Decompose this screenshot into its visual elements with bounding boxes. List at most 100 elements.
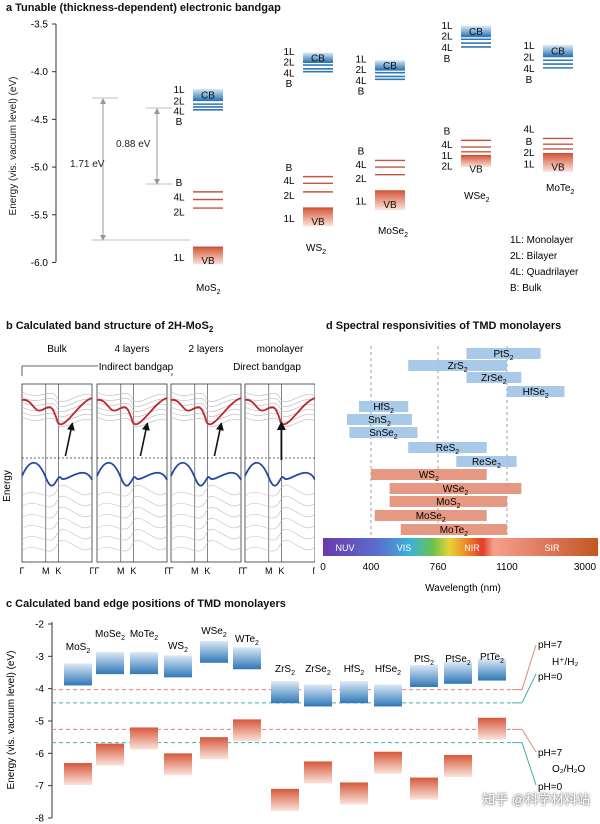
ph0-bot-label: pH=0 [538, 782, 563, 793]
vb-level-label: 4L [355, 160, 367, 171]
panel-c-chart: -2 -3 -4 -5 -6 -7 -8 Energy (vis. vacuum level… [6, 620, 586, 824]
watermark: 知乎 @科学材料站 [482, 792, 590, 807]
vb-level-label: B [526, 137, 533, 148]
vb-label: VB [383, 200, 397, 211]
bandgap-0-88-annotation: 0.88 eV [116, 107, 172, 185]
spectrum-region-label: SIR [544, 543, 560, 553]
responsivity-bar-label: ZrS2 [448, 361, 468, 374]
c-material-mote2: MoTe2 [130, 629, 158, 750]
responsivity-range [400, 524, 507, 535]
responsivity-bar-rese2: ReSe2 [456, 456, 517, 470]
vb-level-label: 1L [283, 214, 295, 225]
responsivity-bar-label: WS2 [419, 470, 439, 483]
cbm-box [304, 684, 332, 707]
c-ytick-label: -4 [35, 684, 44, 695]
c-material-hfse2: HfSe2 [374, 664, 402, 774]
responsivity-bar-label: HfS2 [373, 402, 394, 415]
responsivity-bar-pts2: PtS2 [466, 348, 541, 362]
c-material-name: WS2 [168, 641, 188, 654]
panel-c-title: c Calculated band edge positions of TMD m… [6, 598, 286, 610]
responsivity-range [389, 496, 507, 507]
vb-label: VB [551, 163, 565, 174]
material-name: MoS2 [196, 283, 221, 296]
cbm-box [233, 647, 261, 670]
redox-reference-connector [512, 644, 537, 691]
d-xtick-label: 400 [363, 562, 380, 573]
c-material-wse2: WSe2 [200, 626, 228, 760]
a-ytick-label: -5.5 [31, 210, 49, 221]
c-material-name: MoSe2 [95, 629, 125, 642]
indirect-arrow [139, 422, 150, 457]
band-column-0: Bulk Γ M K Γ [20, 344, 95, 576]
k-point-label: Γ [313, 566, 315, 576]
vb-box [193, 247, 223, 265]
k-point-label: Γ [20, 566, 25, 576]
valence-band [21, 461, 93, 487]
ph7-top-label: pH=7 [538, 640, 563, 651]
responsivity-range [389, 483, 522, 494]
material-name: WS2 [306, 243, 326, 256]
responsivity-bar-label: ReS2 [436, 443, 459, 456]
cbm-box [164, 655, 192, 678]
legend-b: B: Bulk [510, 283, 543, 294]
cb-level-label: B [444, 54, 451, 65]
c-material-zrse2: ZrSe2 [304, 664, 332, 784]
vbm-box [233, 719, 261, 742]
vbm-box [130, 727, 158, 750]
vbm-box [64, 763, 92, 786]
cbm-box [200, 640, 228, 663]
a-ytick-label: -4.0 [31, 67, 49, 78]
vb-label: VB [469, 165, 483, 176]
responsivity-bar-wse2: WSe2 [389, 483, 522, 497]
vb-level-label: 1L [523, 159, 535, 170]
responsivity-bar-hfse2: HfSe2 [507, 386, 565, 400]
c-material-name: MoTe2 [130, 629, 158, 642]
c-material-wte2: WTe2 [233, 634, 261, 742]
indirect-arrow [213, 422, 224, 457]
responsivity-range [371, 469, 487, 480]
vb-level-label: B [444, 127, 451, 138]
responsivity-bar-label: PtS2 [493, 349, 513, 362]
cb-label: CB [311, 53, 325, 64]
responsivity-bar-label: WSe2 [443, 484, 469, 497]
responsivity-range [408, 442, 487, 453]
k-point-label: M [265, 566, 273, 576]
material-name: MoSe2 [378, 226, 408, 239]
cbm-box [340, 681, 368, 704]
c-material-name: WSe2 [201, 626, 227, 639]
vbm-box [96, 743, 124, 766]
c-ytick-label: -2 [35, 620, 44, 631]
vbm-box [478, 717, 506, 740]
c-ytick-label: -5 [35, 717, 44, 728]
c-material-mos2: MoS2 [64, 642, 92, 786]
cb-level-label: 1L [523, 41, 535, 52]
cbm-box [130, 652, 158, 675]
vb-level-label: 2L [173, 207, 185, 218]
vb-label: VB [311, 217, 325, 228]
cbm-box [478, 658, 506, 681]
d-xtick-label: 0 [320, 562, 326, 573]
responsivity-bar-mos2: MoS2 [389, 496, 507, 510]
cb-box [375, 60, 405, 70]
cb-level-label: 1L [173, 85, 185, 96]
c-material-mose2: MoSe2 [95, 629, 125, 766]
k-point-label: K [55, 566, 61, 576]
d-xtick-label: 760 [430, 562, 447, 573]
cb-level-label: 4L [355, 76, 367, 87]
legend-1l: 1L: Monolayer [510, 235, 574, 246]
cbm-box [271, 681, 299, 704]
cb-level-label: 2L [441, 32, 453, 43]
spectrum-region-label: VIS [397, 543, 412, 553]
c-ytick-label: -6 [35, 749, 44, 760]
k-point-label: Γ [90, 566, 95, 576]
responsivity-bar-label: ZrSe2 [481, 373, 507, 386]
redox-reference-connector [512, 742, 537, 786]
c-material-ptte2: PtTe2 [478, 652, 506, 740]
responsivity-bar-mote2: MoTe2 [400, 524, 507, 538]
cb-level-label: B [526, 75, 533, 86]
cb-level-label: B [358, 87, 365, 98]
responsivity-range [349, 427, 418, 438]
responsivity-bar-mose2: MoSe2 [374, 510, 487, 524]
cb-level-label: B [176, 117, 183, 128]
